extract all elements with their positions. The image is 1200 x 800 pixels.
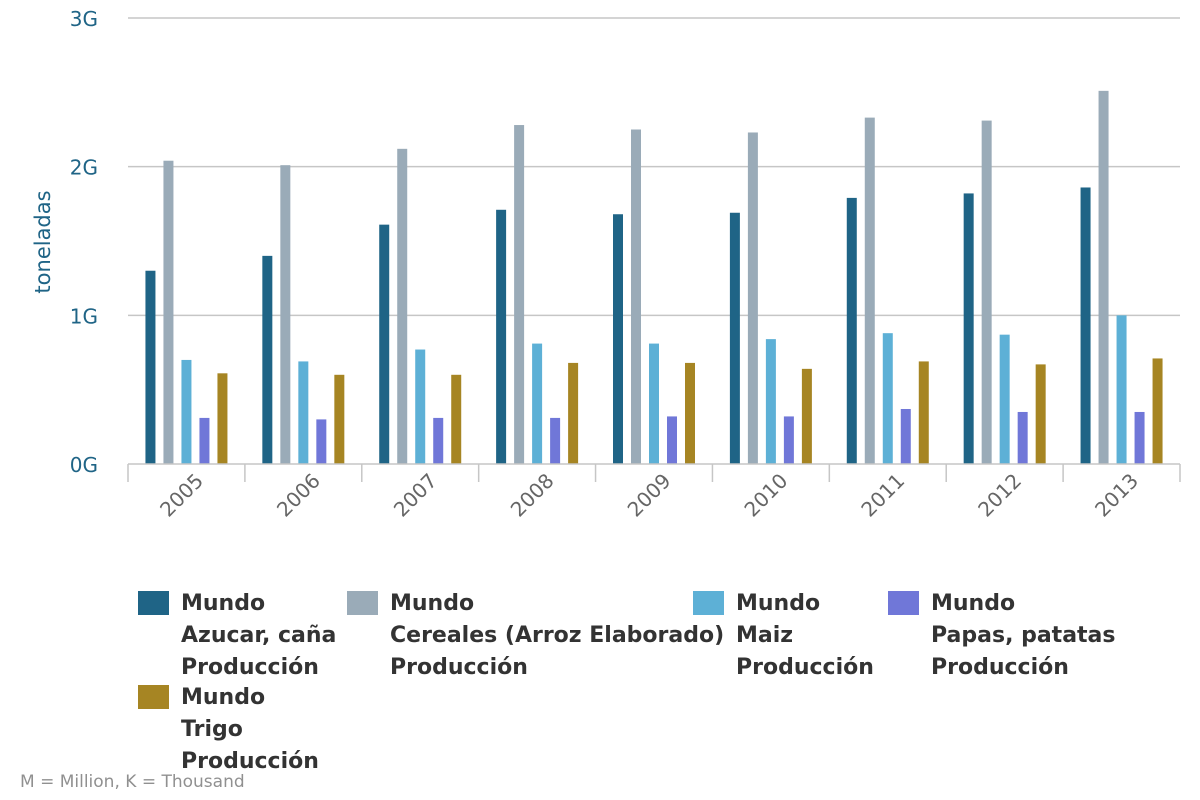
- bars: [145, 90, 1163, 465]
- legend-swatch: [693, 591, 724, 615]
- bar: [801, 368, 812, 464]
- y-tick-label: 2G: [70, 156, 98, 180]
- bar: [999, 334, 1010, 464]
- y-tick-label: 3G: [70, 7, 98, 31]
- bar: [846, 197, 857, 465]
- legend-label: Mundo Trigo Producción: [181, 685, 319, 774]
- bar: [685, 362, 695, 464]
- bar: [981, 120, 992, 464]
- legend-swatch: [347, 591, 378, 615]
- bar: [613, 214, 623, 464]
- bar: [1116, 315, 1127, 464]
- legend-label: Mundo Papas, patatas Producción: [931, 591, 1116, 680]
- bar: [379, 224, 390, 464]
- bar: [900, 408, 911, 464]
- gridlines: [128, 17, 1180, 317]
- x-tick-label: 2012: [973, 469, 1026, 522]
- y-tick-label: 1G: [70, 304, 98, 328]
- bar: [882, 333, 893, 464]
- bar: [783, 416, 794, 464]
- footnote: M = Million, K = Thousand: [20, 772, 245, 792]
- bar: [280, 165, 291, 464]
- bar: [199, 417, 210, 464]
- bar: [316, 419, 327, 464]
- legend-label: Mundo Maiz Producción: [736, 591, 874, 680]
- bar: [918, 361, 929, 464]
- bar: [649, 343, 659, 464]
- bar: [864, 117, 875, 465]
- bar: [1152, 358, 1163, 464]
- legend-item[interactable]: Mundo Azucar, caña Producción: [138, 588, 336, 684]
- bar: [415, 349, 426, 464]
- legend-item[interactable]: Mundo Trigo Producción: [138, 682, 319, 778]
- x-tick-label: 2010: [739, 469, 792, 522]
- bar: [1035, 364, 1046, 464]
- x-tick-label: 2008: [506, 469, 559, 522]
- bar: [496, 209, 507, 464]
- x-tick-label: 2011: [856, 469, 909, 522]
- legend-swatch: [138, 685, 169, 709]
- legend-item[interactable]: Mundo Maiz Producción: [693, 588, 874, 684]
- bar: [667, 416, 677, 464]
- x-tick-label: 2013: [1090, 469, 1143, 522]
- bar: [1080, 187, 1091, 465]
- x-tick-label: 2007: [389, 469, 442, 522]
- y-tick-label: 0G: [70, 453, 98, 477]
- bar: [163, 160, 174, 464]
- bar: [729, 212, 740, 464]
- bar: [334, 374, 345, 464]
- bar: [298, 361, 309, 464]
- bar: [747, 132, 758, 464]
- legend-label: Mundo Azucar, caña Producción: [181, 591, 337, 680]
- bar: [433, 417, 444, 464]
- legend-label: Mundo Cereales (Arroz Elaborado) Producció…: [390, 591, 725, 680]
- y-axis-label: toneladas: [31, 190, 55, 293]
- bar: [451, 374, 462, 464]
- x-tick-label: 2005: [155, 469, 208, 522]
- bar: [514, 125, 525, 464]
- bar: [963, 193, 974, 464]
- bar: [217, 373, 228, 464]
- bar: [145, 270, 156, 464]
- x-tick-label: 2009: [623, 469, 676, 522]
- bar: [765, 339, 776, 464]
- x-axis: 2005 2006 2007 2008 2009 2010 2011 2012 2013: [127, 463, 1181, 522]
- bar: [532, 343, 543, 464]
- y-axis-ticks: 0G 1G 2G 3G: [70, 7, 98, 477]
- bar: [1098, 90, 1109, 464]
- chart-area: 0G 1G 2G 3G 2005 2006 2007 2008 2009 2010 2011 201…: [31, 7, 1181, 522]
- legend-item[interactable]: Mundo Cereales (Arroz Elaborado) Producció…: [347, 588, 724, 684]
- legend-swatch: [888, 591, 919, 615]
- bar: [181, 359, 192, 464]
- legend-item[interactable]: Mundo Papas, patatas Producción: [888, 588, 1116, 684]
- bar: [1017, 411, 1028, 464]
- bar: [1134, 411, 1145, 464]
- bar: [631, 129, 641, 464]
- bar: [568, 362, 579, 464]
- bar: [397, 148, 408, 464]
- bar: [262, 255, 273, 464]
- legend-swatch: [138, 591, 169, 615]
- bar: [550, 417, 561, 464]
- x-tick-label: 2006: [272, 469, 325, 522]
